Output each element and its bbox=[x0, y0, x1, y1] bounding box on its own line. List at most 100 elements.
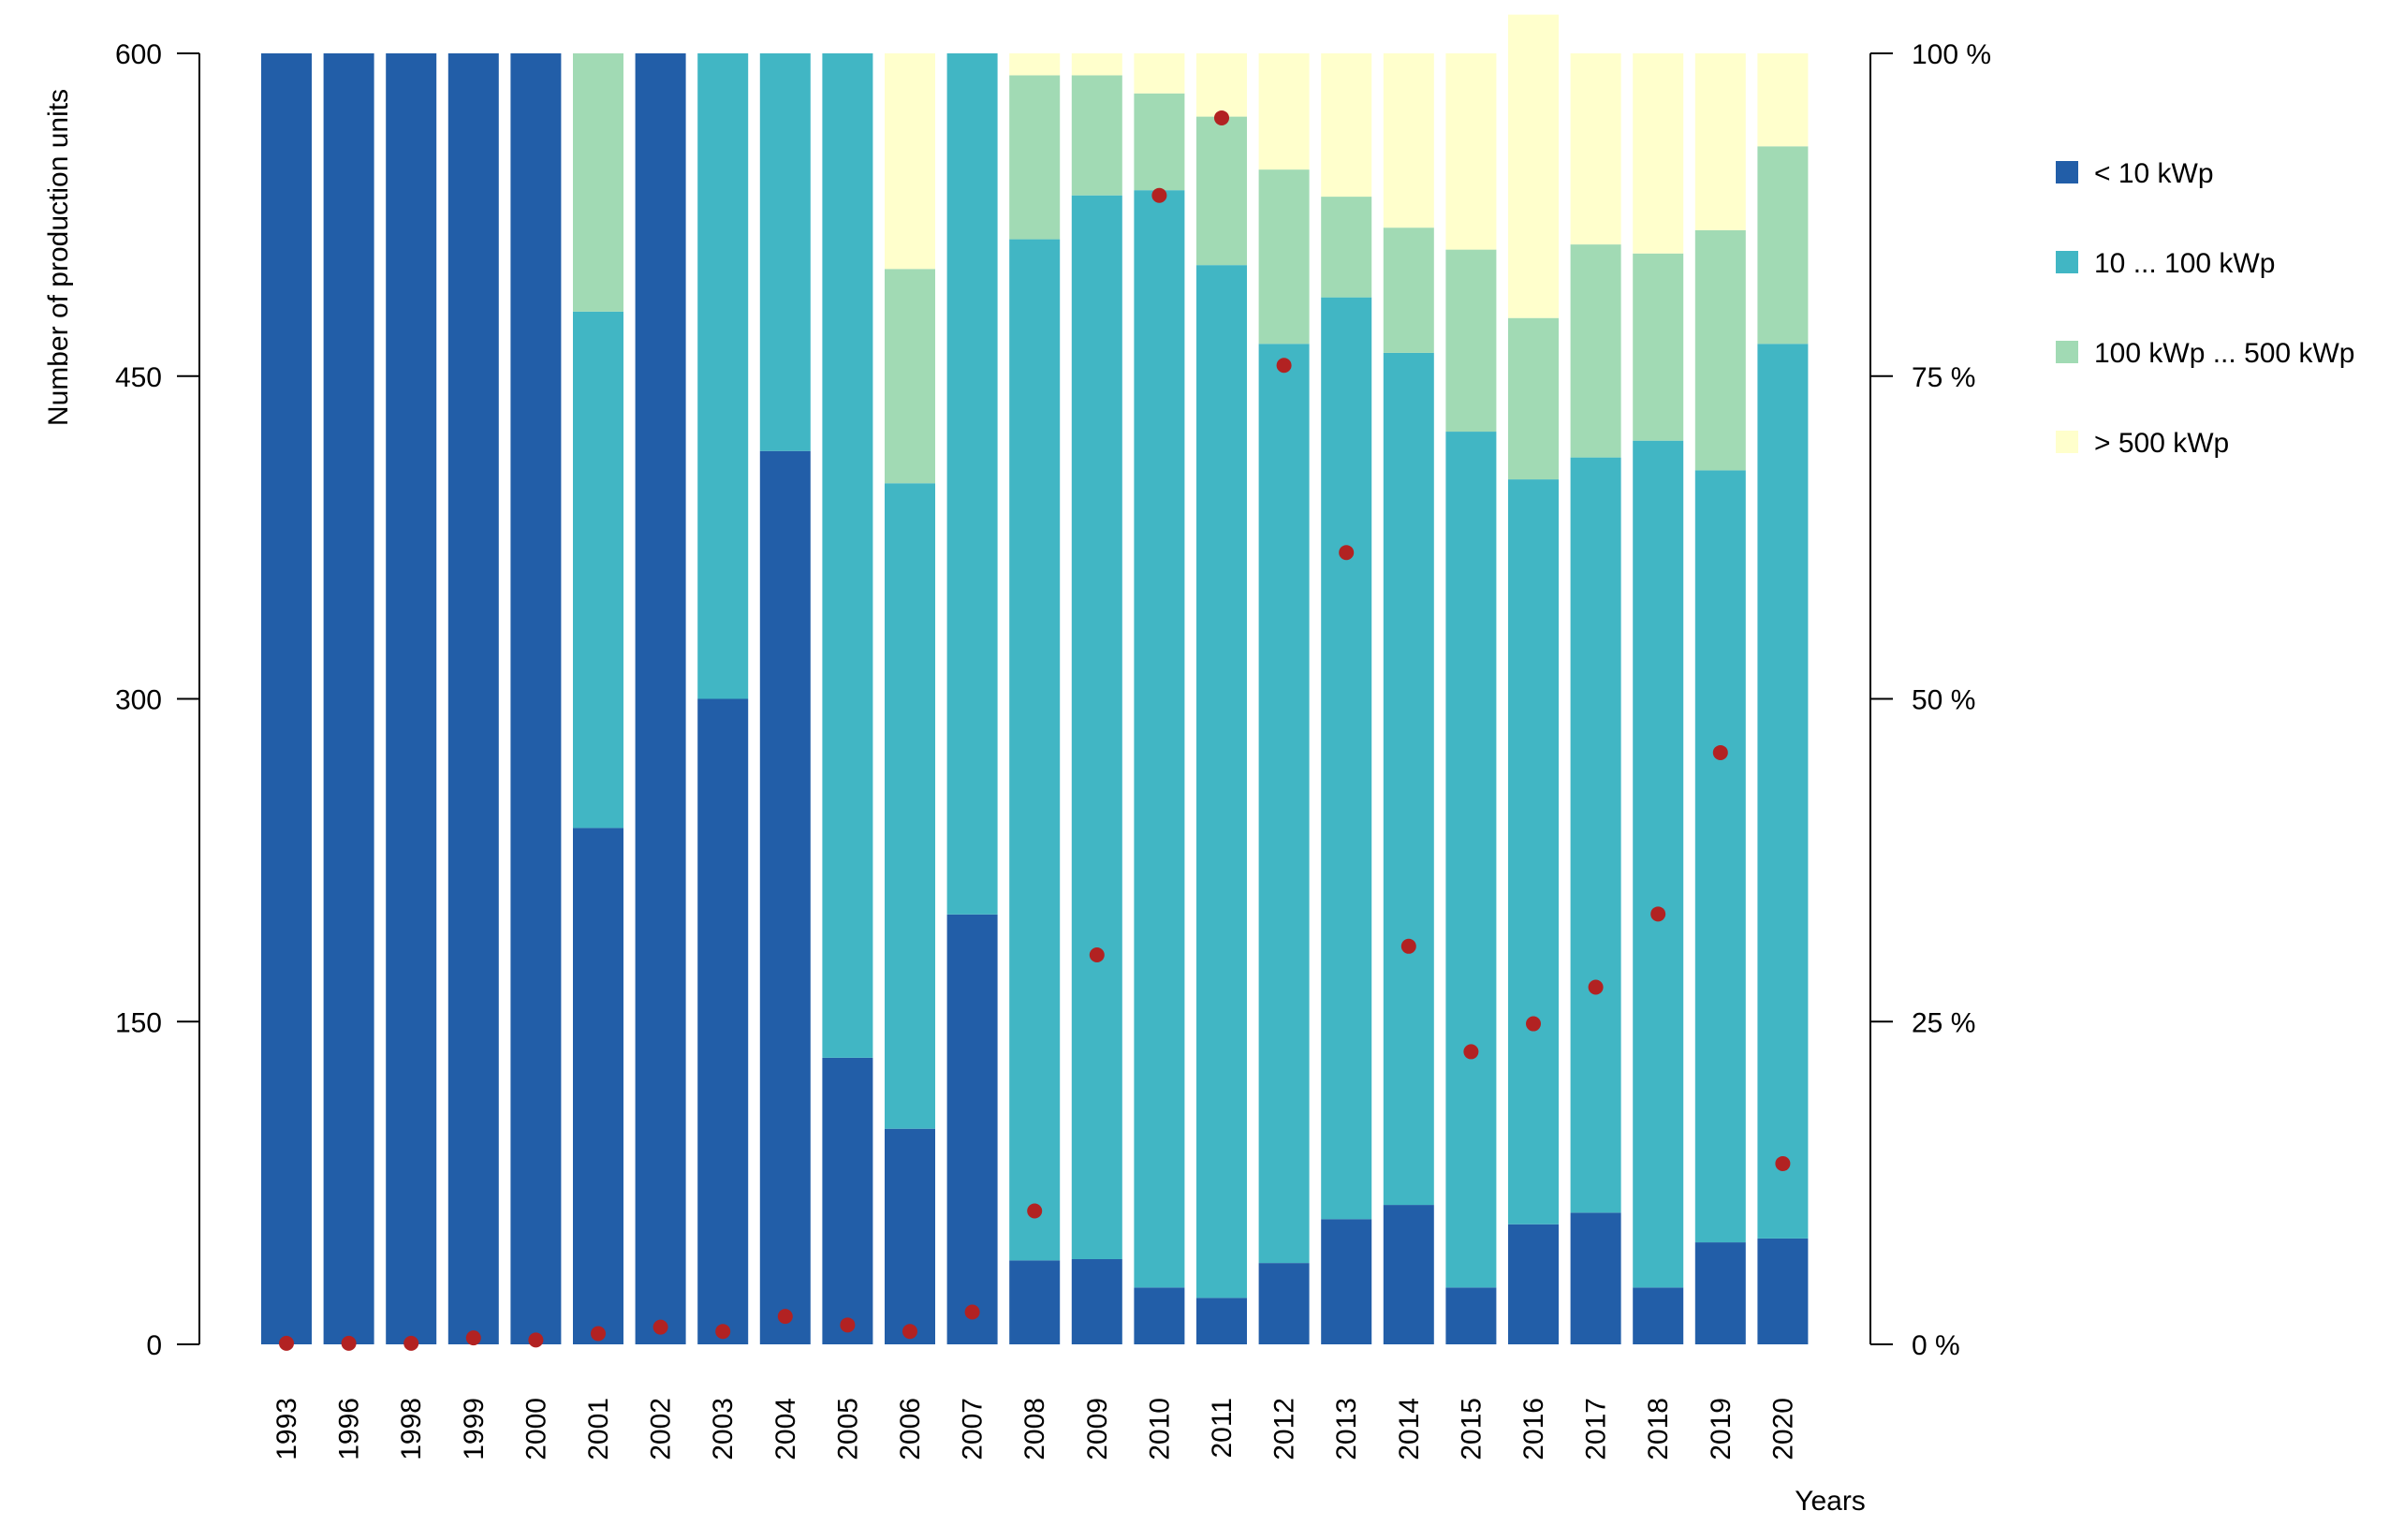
data-point-2011 bbox=[1214, 110, 1229, 125]
x-tick-label-2005: 2005 bbox=[832, 1398, 863, 1460]
data-point-2000 bbox=[528, 1332, 544, 1348]
bar-segment-2012-series-3 bbox=[1258, 53, 1310, 170]
bar-segment-2011-series-0 bbox=[1196, 1298, 1247, 1344]
bar-segment-1996-series-0 bbox=[323, 53, 374, 1344]
bar-segment-2017-series-3 bbox=[1570, 53, 1621, 245]
bar-segment-2012-series-2 bbox=[1258, 169, 1310, 345]
y-left-tick-label-0: 0 bbox=[146, 1330, 162, 1361]
bar-segment-2014-series-3 bbox=[1383, 53, 1434, 228]
legend-label-1: 10 ... 100 kWp bbox=[2094, 248, 2275, 279]
bar-segment-2011-series-3 bbox=[1196, 53, 1247, 117]
bar-segment-2019-series-1 bbox=[1694, 470, 1746, 1243]
x-tick-label-1993: 1993 bbox=[271, 1398, 302, 1460]
bar-segment-2018-series-3 bbox=[1633, 53, 1684, 254]
bar-segment-2020-series-2 bbox=[1757, 146, 1809, 345]
bar-segment-2020-series-1 bbox=[1757, 344, 1809, 1239]
bar-segment-2001-series-1 bbox=[573, 311, 623, 829]
bar-segment-2020-series-0 bbox=[1757, 1238, 1809, 1344]
data-point-2004 bbox=[777, 1309, 793, 1325]
x-tick-label-2016: 2016 bbox=[1518, 1398, 1549, 1460]
y-right-tick-label-1: 25 % bbox=[1912, 1007, 1975, 1038]
bar-segment-2007-series-1 bbox=[946, 53, 998, 915]
bar-segment-2013-series-2 bbox=[1321, 197, 1372, 298]
x-tick-label-2002: 2002 bbox=[646, 1398, 677, 1460]
bar-segment-2002-series-0 bbox=[635, 53, 686, 1344]
data-point-2019 bbox=[1712, 744, 1728, 760]
data-point-2003 bbox=[715, 1324, 731, 1340]
bar-segment-2004-series-0 bbox=[759, 450, 811, 1345]
bar-segment-2009-series-1 bbox=[1071, 195, 1122, 1259]
data-point-2015 bbox=[1463, 1044, 1479, 1060]
x-tick-label-2019: 2019 bbox=[1706, 1398, 1737, 1460]
bar-segment-2015-series-0 bbox=[1445, 1287, 1497, 1344]
y-right-tick-label-2: 50 % bbox=[1912, 685, 1975, 716]
bar-segment-2003-series-0 bbox=[697, 698, 749, 1344]
bar-segment-2015-series-2 bbox=[1445, 249, 1497, 433]
bar-segment-2011-series-2 bbox=[1196, 116, 1247, 266]
legend-label-0: < 10 kWp bbox=[2094, 158, 2214, 189]
bar-segment-2016-series-1 bbox=[1508, 479, 1559, 1225]
bar-segment-2006-series-1 bbox=[885, 483, 935, 1129]
bar-segment-2016-series-0 bbox=[1508, 1224, 1559, 1344]
x-tick-label-2008: 2008 bbox=[1019, 1398, 1050, 1460]
x-tick-label-2012: 2012 bbox=[1269, 1398, 1300, 1460]
bar-segment-2010-series-0 bbox=[1134, 1287, 1185, 1344]
data-point-1999 bbox=[465, 1330, 481, 1346]
bar-segment-2009-series-0 bbox=[1071, 1258, 1122, 1344]
legend-swatch-1 bbox=[2056, 251, 2078, 273]
x-tick-label-2013: 2013 bbox=[1331, 1398, 1362, 1460]
x-tick-label-2004: 2004 bbox=[770, 1398, 801, 1460]
bar-segment-2019-series-2 bbox=[1694, 229, 1746, 471]
x-tick-label-2018: 2018 bbox=[1643, 1398, 1674, 1460]
bar-segment-2001-series-2 bbox=[573, 53, 623, 312]
bar-segment-2017-series-0 bbox=[1570, 1212, 1621, 1344]
data-point-2014 bbox=[1400, 938, 1416, 954]
data-point-2007 bbox=[964, 1304, 980, 1320]
bar-segment-2010-series-2 bbox=[1134, 93, 1185, 191]
y-right-tick-label-4: 100 % bbox=[1912, 39, 1991, 70]
data-point-2016 bbox=[1526, 1016, 1541, 1032]
data-point-2013 bbox=[1339, 545, 1355, 561]
legend-label-2: 100 kWp ... 500 kWp bbox=[2094, 338, 2354, 369]
legend-swatch-3 bbox=[2056, 431, 2078, 453]
bar-segment-2018-series-1 bbox=[1633, 440, 1684, 1288]
bar-segment-2017-series-2 bbox=[1570, 244, 1621, 458]
bar-segment-2008-series-3 bbox=[1009, 53, 1061, 76]
bar-segment-2006-series-2 bbox=[885, 269, 935, 484]
x-tick-label-1999: 1999 bbox=[459, 1398, 490, 1460]
legend-swatch-2 bbox=[2056, 341, 2078, 363]
x-tick-label-2017: 2017 bbox=[1581, 1398, 1612, 1460]
x-tick-label-2014: 2014 bbox=[1394, 1398, 1425, 1460]
bar-segment-2008-series-2 bbox=[1009, 75, 1061, 240]
x-tick-label-2010: 2010 bbox=[1144, 1398, 1175, 1460]
bar-segment-2009-series-2 bbox=[1071, 75, 1122, 196]
x-tick-label-2015: 2015 bbox=[1456, 1398, 1487, 1460]
x-tick-label-2003: 2003 bbox=[708, 1398, 739, 1460]
bar-segment-2008-series-1 bbox=[1009, 239, 1061, 1261]
legend-label-3: > 500 kWp bbox=[2094, 428, 2229, 459]
x-tick-label-2009: 2009 bbox=[1082, 1398, 1113, 1460]
bar-segment-1993-series-0 bbox=[261, 53, 312, 1344]
data-point-2020 bbox=[1775, 1155, 1791, 1171]
data-point-2005 bbox=[840, 1317, 856, 1333]
legend: < 10 kWp 10 ... 100 kWp 100 kWp ... 500 kW… bbox=[2056, 158, 2354, 459]
data-point-1998 bbox=[403, 1335, 419, 1351]
bar-segment-2012-series-1 bbox=[1258, 344, 1310, 1264]
bar-segment-2001-series-0 bbox=[573, 828, 623, 1344]
x-tick-label-2011: 2011 bbox=[1207, 1398, 1238, 1459]
legend-swatch-0 bbox=[2056, 161, 2078, 183]
bar-segment-2019-series-0 bbox=[1694, 1242, 1746, 1344]
bar-segment-2016-series-2 bbox=[1508, 317, 1559, 480]
bar-segment-2014-series-0 bbox=[1383, 1205, 1434, 1344]
y-axis-left-title: Number of production units bbox=[43, 89, 74, 426]
x-tick-label-2020: 2020 bbox=[1767, 1398, 1798, 1460]
bar-segment-2020-series-3 bbox=[1757, 53, 1809, 147]
bar-segment-2016-series-3 bbox=[1508, 14, 1559, 318]
bar-segment-2015-series-1 bbox=[1445, 432, 1497, 1288]
bar-segment-2006-series-0 bbox=[885, 1128, 935, 1344]
x-tick-label-1998: 1998 bbox=[396, 1398, 427, 1460]
data-point-1993 bbox=[279, 1335, 294, 1351]
y-left-tick-label-3: 450 bbox=[115, 362, 162, 393]
data-point-2001 bbox=[591, 1326, 606, 1342]
bar-segment-2010-series-1 bbox=[1134, 190, 1185, 1288]
